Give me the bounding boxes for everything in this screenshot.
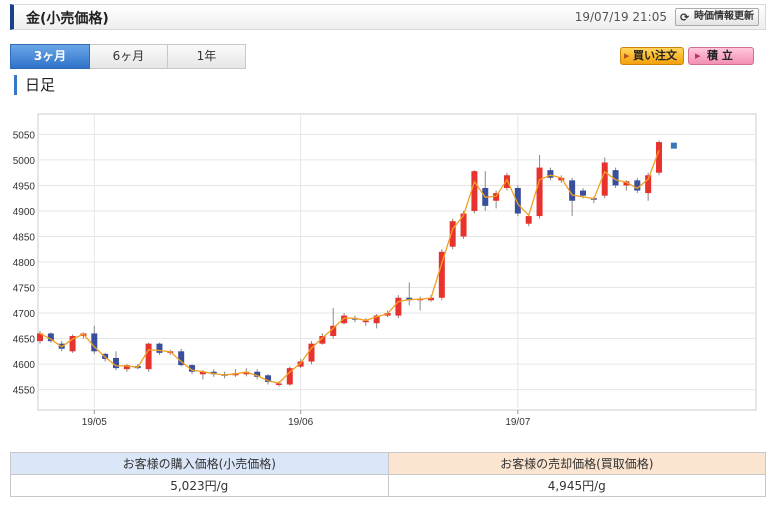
y-tick-label: 4550 (13, 386, 36, 397)
candle-body (286, 368, 293, 385)
candle-body (243, 371, 250, 375)
page-header: 金(小売価格) 19/07/19 21:05 ⟳ 時価情報更新 (10, 4, 766, 30)
sell-price-header: お客様の売却価格(買取価格) (387, 452, 766, 475)
candle-body (580, 190, 586, 196)
candle-body (460, 213, 467, 237)
candle-body (319, 336, 326, 344)
candle-body (395, 297, 402, 316)
y-tick-label: 4950 (13, 181, 36, 192)
sell-price-value: 4,945円/g (387, 474, 766, 497)
candle-body (199, 371, 206, 375)
candle-body (569, 180, 576, 201)
candle-body (558, 177, 565, 181)
ma-line (39, 150, 660, 384)
candle-body (612, 170, 619, 186)
y-tick-label: 4900 (13, 207, 36, 218)
tab-6-months[interactable]: 6ヶ月 (90, 44, 168, 69)
candle-body (341, 315, 348, 324)
candle-body (189, 365, 196, 372)
candle-body (373, 315, 380, 324)
refresh-icon: ⟳ (680, 11, 690, 24)
candle-body (427, 297, 434, 301)
candle-body (645, 175, 652, 194)
candle-body (69, 336, 76, 352)
candle-body (123, 365, 130, 370)
candle-body (525, 216, 532, 224)
y-tick-label: 4600 (13, 360, 36, 371)
candle-body (471, 171, 478, 211)
candle-body (536, 167, 543, 217)
y-axis: 4550 4600 4650 4700 4750 4800 4850 4900 4950 5000… (13, 130, 36, 396)
candle-body (156, 343, 163, 353)
candle-body (438, 251, 445, 298)
candle-body (514, 188, 521, 214)
candle-body (145, 343, 152, 370)
last-price-marker (670, 142, 677, 149)
tab-3-months[interactable]: 3ヶ月 (10, 44, 90, 69)
candle-body (601, 162, 608, 196)
candlestick-chart: 4550 4600 4650 4700 4750 4800 4850 4900 4950 5000… (13, 113, 757, 428)
candle-body (503, 175, 510, 188)
buy-order-button[interactable]: 買い注文 (620, 47, 684, 65)
candle-body (634, 180, 641, 191)
refresh-button[interactable]: ⟳ 時価情報更新 (675, 8, 759, 26)
page-title: 金(小売価格) (26, 11, 109, 27)
period-tabs: 3ヶ月 6ヶ月 1年 (10, 44, 246, 69)
y-tick-label: 4700 (13, 309, 36, 320)
update-timestamp: 19/07/19 21:05 (574, 10, 667, 24)
candle-body (113, 357, 120, 369)
last-price-point (670, 142, 677, 149)
candle-body (37, 333, 43, 342)
grid-lines (38, 114, 756, 410)
tab-1-year[interactable]: 1年 (168, 44, 246, 69)
buy-price-header: お客様の購入価格(小売価格) (10, 452, 389, 475)
candle-body (275, 383, 282, 385)
y-tick-label: 5000 (13, 156, 36, 167)
candle-body (308, 343, 315, 362)
candle-body (449, 221, 456, 247)
buy-price-value: 5,023円/g (10, 474, 389, 497)
candle-body (178, 351, 185, 366)
y-tick-label: 4750 (13, 284, 36, 295)
candle-body (265, 375, 272, 382)
candle-body (362, 320, 369, 323)
price-table: お客様の購入価格(小売価格) お客様の売却価格(買取価格) 5,023円/g 4… (10, 452, 766, 497)
candle-body (47, 333, 54, 342)
x-tick-label: 19/05 (82, 417, 107, 428)
candle-body (297, 361, 304, 367)
candle-body (254, 371, 261, 377)
y-tick-label: 4650 (13, 335, 36, 346)
y-tick-label: 5050 (13, 130, 36, 141)
candle-body (547, 170, 554, 178)
section-title: 日足 (14, 75, 55, 95)
y-tick-label: 4800 (13, 258, 36, 269)
refresh-label: 時価情報更新 (694, 11, 754, 22)
candle-body (330, 325, 337, 336)
candle-body (91, 333, 98, 352)
x-tick-label: 19/06 (288, 417, 313, 428)
candle-body (623, 181, 630, 186)
x-tick-label: 19/07 (505, 417, 530, 428)
y-tick-label: 4850 (13, 232, 36, 243)
accumulate-button[interactable]: 積 立 (688, 47, 754, 65)
x-axis: 19/05 19/06 19/07 (82, 410, 531, 428)
candle-body (656, 142, 663, 173)
